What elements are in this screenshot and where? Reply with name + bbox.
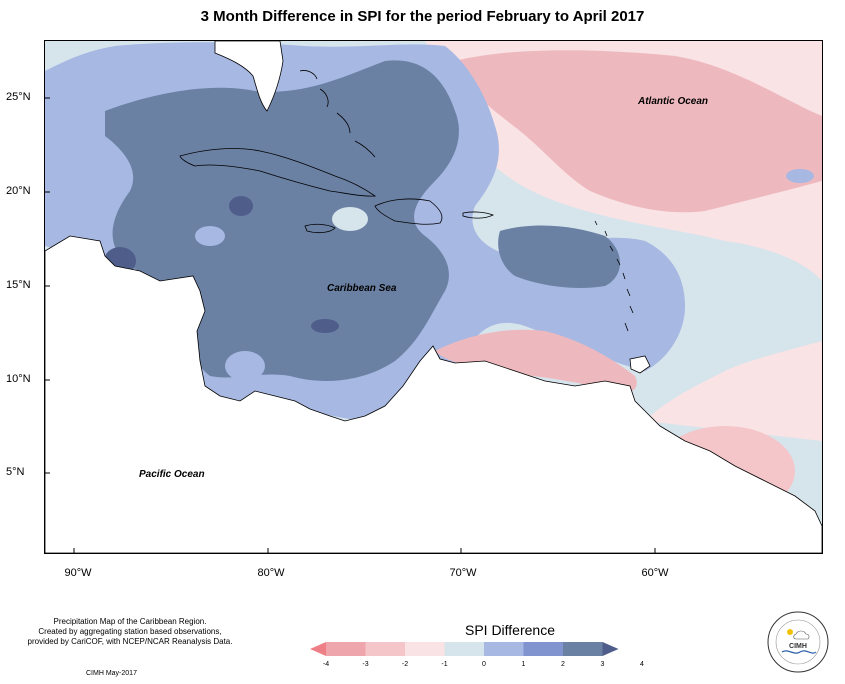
legend-colorbar [310,642,619,656]
wave-icon [781,650,817,654]
cloud-icon [793,630,810,640]
label-caribbean-sea: Caribbean Sea [327,283,397,294]
legend-tick-label: -4 [322,661,330,668]
land-bahamas [299,70,376,158]
label-atlantic-ocean: Atlantic Ocean [637,96,708,107]
lat-label-25: 25°N [6,91,31,103]
field-atlantic-negative [455,50,822,213]
sun-icon [787,629,793,635]
lat-label-15: 15°N [6,279,31,291]
lat-label-20: 20°N [6,185,31,197]
land-hispaniola [374,198,443,225]
lon-label-80: 80°W [257,567,285,579]
legend-tick-label: 0 [482,661,486,668]
graticule-ticks [45,97,656,553]
legend-tick-label: -3 [362,661,369,668]
legend-tick-label: 3 [600,661,605,668]
legend-swatch [365,642,405,656]
field-pocket-3 [195,226,225,246]
legend-title: SPI Difference [464,622,555,638]
map-panel: Atlantic Ocean Caribbean Sea Pacific Oce… [44,40,823,554]
land-masses [45,41,822,553]
field-sa-pink [435,329,637,393]
lat-label-10: 10°N [6,373,31,385]
field-max-1 [229,196,253,216]
legend-swatch [563,642,603,656]
field-atlantic-blue-spot [786,169,814,183]
land-florida [214,41,284,112]
footer-line-3: provided by CariCOF, with NCEP/NCAR Rean… [27,637,233,646]
field-max-2 [311,319,339,333]
legend-swatch [523,642,563,656]
spi-difference-map: Atlantic Ocean Caribbean Sea Pacific Oce… [45,41,822,553]
credit-text: CIMH May-2017 [86,670,137,677]
lon-label-70: 70°W [449,567,477,579]
field-pocket-2 [332,207,368,231]
land-central-south-america [45,235,822,553]
label-pacific-ocean: Pacific Ocean [139,469,205,480]
land-puerto-rico [462,211,495,219]
legend-arrow-high [602,642,619,656]
lon-label-90: 90°W [64,567,92,579]
footer-note: Precipitation Map of the Caribbean Regio… [10,617,250,647]
footer-line-2: Created by aggregating station based obs… [38,627,222,636]
legend-swatch [484,642,524,656]
land-jamaica [304,223,336,234]
legend-tick-label: 4 [640,661,644,668]
legend-swatch [444,642,484,656]
legend-tick-label: 1 [521,661,526,668]
logo-text: CIMH [789,643,807,650]
field-pocket-1 [225,351,265,381]
legend-tick-label: -2 [401,661,409,668]
legend-arrow-low [310,642,326,656]
legend-swatch [405,642,445,656]
legend-swatch [326,642,366,656]
land-lesser-antilles [594,220,634,332]
land-cuba [179,148,377,197]
footer-line-1: Precipitation Map of the Caribbean Regio… [53,617,207,626]
lat-label-5: 5°N [6,466,25,478]
cimh-logo: CIMH [767,611,829,673]
lon-label-60: 60°W [641,567,669,579]
field-east-blue [498,225,620,288]
legend-tick-label: 2 [561,661,565,668]
land-trinidad [629,355,651,374]
map-title: 3 Month Difference in SPI for the period… [200,8,645,25]
legend-tick-label: -1 [441,661,448,668]
